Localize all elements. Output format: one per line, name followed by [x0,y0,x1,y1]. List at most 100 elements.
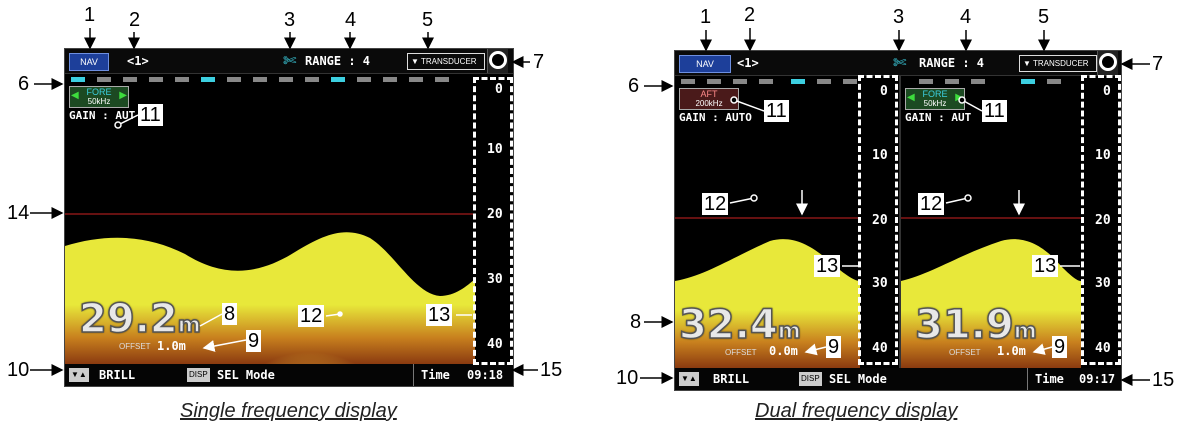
depth-scale-right: 0 10 20 30 40 [1081,76,1121,368]
scale-label: 30 [1095,276,1111,291]
up-down-key[interactable]: ▼▲ [69,368,89,382]
scale-label: 40 [1095,341,1111,356]
triangle-right-icon: ▶ [119,90,127,101]
time-divider [1027,368,1028,390]
depth-readout-right: 31.9m [914,301,1037,349]
frequency-badge-aft[interactable]: AFT 200kHz [679,88,739,110]
callout-14: 14 [792,166,815,188]
disp-key[interactable]: DISP [187,368,210,382]
segment-bar [71,77,471,83]
segment [383,77,397,82]
segment [227,77,241,82]
segment [971,79,985,84]
scale-highlight [473,77,513,365]
callout-4: 4 [345,9,357,31]
freq-value: 50kHz [87,97,111,106]
echo-area [675,239,860,368]
menu-button[interactable] [1097,51,1118,75]
offset-label: OFFSET [725,348,757,357]
segment [817,79,831,84]
callout-7: 7 [1152,53,1164,75]
segment [1047,79,1061,84]
sel-mode-label: SEL Mode [217,368,275,382]
disp-key[interactable]: DISP [799,372,822,386]
nav-button[interactable]: NAV [679,55,731,73]
nav-button[interactable]: NAV [69,53,109,71]
callout-11: 11 [138,104,163,126]
up-down-key[interactable]: ▼▲ [679,372,699,386]
segment [71,77,85,82]
segment [201,77,215,82]
gain-label: GAIN : AUT [905,111,972,124]
page-indicator: <1> [737,56,759,70]
segment [843,79,857,84]
scale-label: 20 [487,207,503,222]
sel-mode-label: SEL Mode [829,372,887,386]
single-frequency-display: NAV <1> ✄ RANGE : 4 ▼ TRANSDUCER [64,48,514,387]
transducer-button[interactable]: ▼ TRANSDUCER [1019,55,1097,72]
transducer-label: TRANSDUCER [421,57,477,66]
callout-12: 12 [702,193,729,215]
segment [175,77,189,82]
bottom-bar: ▼▲ BRILL DISP SEL Mode Time 09:18 [65,364,513,386]
offset-label: OFFSET [119,342,151,351]
scale-label: 20 [872,213,888,228]
freq-value: 200kHz [695,99,723,108]
depth-unit: m [1013,318,1037,345]
scale-label: 30 [487,272,503,287]
scale-highlight-left [858,75,898,365]
echo-hotspot [240,304,380,364]
callout-11: 11 [764,100,789,122]
callout-5: 5 [1038,6,1050,28]
callout-2: 2 [744,4,756,26]
callout-2: 2 [129,9,141,31]
depth-value: 32.4 [678,301,778,349]
segment [1021,79,1035,84]
depth-value: 31.9 [914,301,1014,349]
depth-scale-left: 0 10 20 30 40 [860,76,896,368]
callout-6: 6 [18,73,30,95]
offset-value: 1.0m [157,339,186,353]
echo-screen: ◀ FORE 50kHz ▶ GAIN : AUT 29.2m OFFSET 1… [65,74,513,364]
scale-label: 0 [880,84,888,99]
top-bar: NAV <1> ✄ RANGE : 4 ▼ TRANSDUCER [675,51,1121,76]
callout-11: 11 [982,100,1007,122]
freq-value: 50kHz [923,99,947,108]
callout-7: 7 [533,51,545,73]
depth-value: 29.2 [78,295,178,343]
segment [707,79,721,84]
time-label: Time [421,368,450,382]
time-label: Time [1035,372,1064,386]
callout-12: 12 [298,305,325,327]
arrow-down-icon: ▼ [411,57,421,66]
segment [253,77,267,82]
tool-icon[interactable]: ✄ [893,55,907,72]
dual-caption: Dual frequency display [755,400,958,422]
echo-picture-left [675,217,860,368]
tool-icon[interactable]: ✄ [283,53,297,70]
scale-highlight-right [1081,75,1121,365]
frequency-badge[interactable]: ◀ FORE 50kHz ▶ [69,86,129,108]
callout-9: 9 [826,336,842,358]
echo-picture [65,213,475,364]
transducer-button[interactable]: ▼ TRANSDUCER [407,53,485,70]
brill-label: BRILL [99,368,136,382]
callout-10: 10 [7,359,30,381]
segment [123,77,137,82]
callout-13: 13 [426,304,453,326]
scale-label: 10 [1095,148,1111,163]
depth-unit: m [177,312,201,339]
single-caption: Single frequency display [180,400,397,422]
callout-14: 14 [7,202,30,224]
callout-3: 3 [893,6,905,28]
depth-unit: m [777,318,801,345]
top-bar: NAV <1> ✄ RANGE : 4 ▼ TRANSDUCER [65,49,513,74]
echo-screen: AFT 200kHz GAIN : AUTO 32.4m OFFSET 0.0m… [675,76,1121,368]
scale-label: 10 [487,142,503,157]
callout-1: 1 [700,6,712,28]
segment [305,77,319,82]
callout-8: 8 [222,303,238,325]
menu-button[interactable] [487,49,508,73]
scale-label: 0 [495,82,503,97]
offset-label: OFFSET [949,348,981,357]
